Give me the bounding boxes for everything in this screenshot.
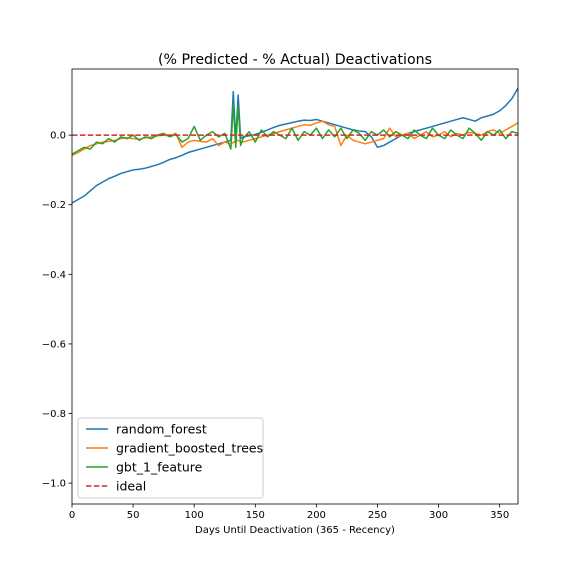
x-tick-label: 100 bbox=[185, 510, 204, 521]
y-tick-label: −0.2 bbox=[42, 200, 66, 211]
data-layer bbox=[72, 87, 518, 204]
axes-layer: 0 50 100 150 200 250 300 350 −1.0 −0.8 −0.6 −0.4 −0.… bbox=[42, 68, 519, 521]
axes-frame bbox=[71, 68, 519, 505]
x-tick-label: 50 bbox=[127, 510, 140, 521]
legend-label-random-forest: random_forest bbox=[116, 422, 207, 437]
legend-box bbox=[77, 417, 264, 499]
x-axis-label: Days Until Deactivation (365 - Recency) bbox=[195, 525, 395, 536]
legend-label-gbt-1-feature: gbt_1_feature bbox=[116, 460, 203, 475]
legend-label-gradient-boosted-trees: gradient_boosted_trees bbox=[116, 441, 263, 456]
y-tick-label: −0.8 bbox=[42, 409, 66, 420]
series-line-gbt-1-feature bbox=[72, 103, 518, 155]
legend-label-ideal: ideal bbox=[116, 479, 146, 494]
x-tick-label: 300 bbox=[429, 510, 448, 521]
x-tick-label: 150 bbox=[246, 510, 265, 521]
x-tick-label: 200 bbox=[307, 510, 326, 521]
chart-title: (% Predicted - % Actual) Deactivations bbox=[158, 52, 432, 68]
legend: random_forest gradient_boosted_trees gbt_1… bbox=[77, 417, 264, 499]
y-tick-label: −0.4 bbox=[42, 270, 66, 281]
series-line-random-forest bbox=[72, 87, 518, 204]
y-tick-label: −1.0 bbox=[42, 479, 66, 490]
x-tick-label: 350 bbox=[490, 510, 509, 521]
y-tick-label: 0.0 bbox=[50, 131, 66, 142]
x-tick-label: 0 bbox=[69, 510, 75, 521]
x-tick-label: 250 bbox=[368, 510, 387, 521]
y-tick-label: −0.6 bbox=[42, 339, 66, 350]
